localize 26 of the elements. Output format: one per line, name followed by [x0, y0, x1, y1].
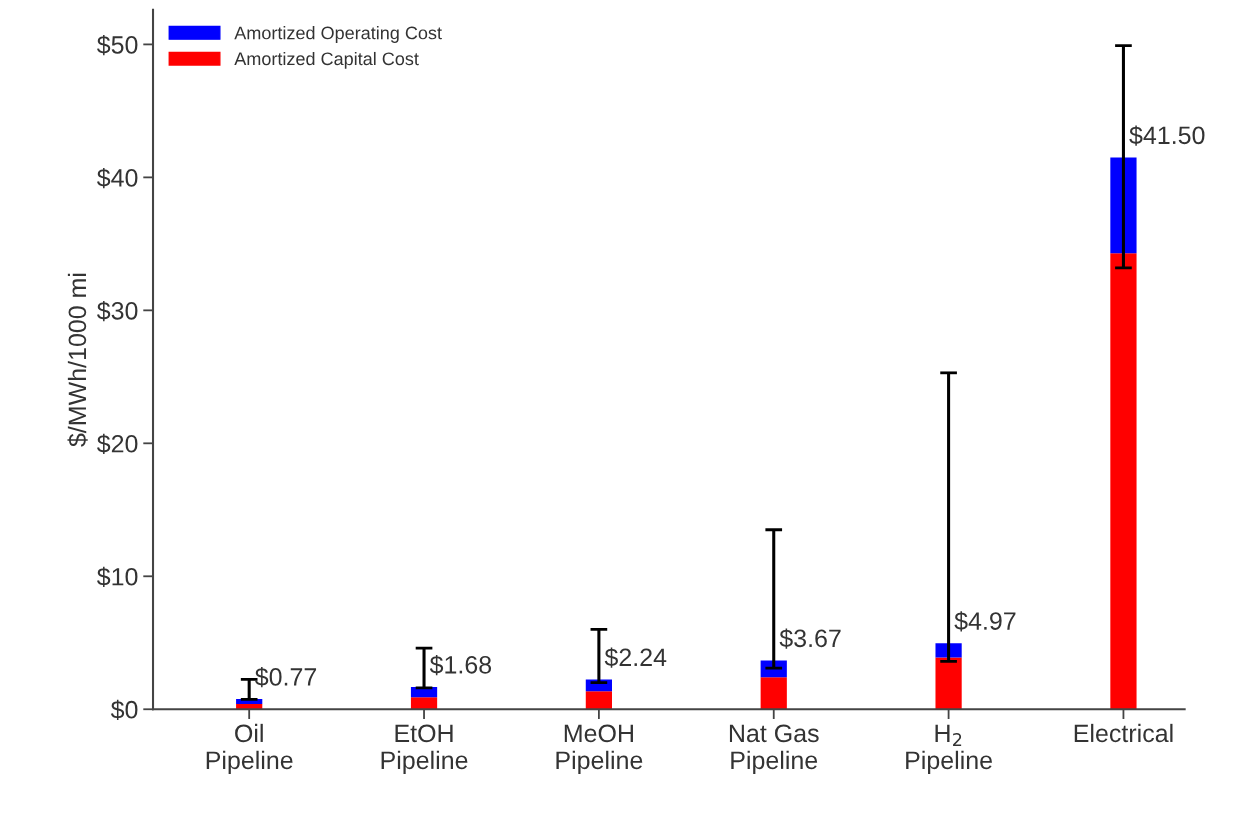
total-label: $41.50 [1129, 125, 1205, 146]
y-tick-label: $0 [110, 699, 138, 721]
bar [935, 657, 962, 710]
x-tick-label: Oil Pipeline [206, 723, 293, 775]
y-tick-label: $40 [97, 167, 138, 189]
x-tick-label: MeOH Pipeline [556, 724, 643, 775]
y-tick-label: $30 [97, 300, 138, 322]
y-tick-label: $20 [97, 433, 138, 455]
total-label: $2.24 [604, 647, 667, 668]
total-label: $3.67 [779, 628, 841, 649]
legend-label: Amortized Operating Cost [234, 26, 442, 43]
y-axis-title: $/MWh/1000 mi [67, 273, 88, 447]
bar [585, 691, 612, 710]
y-tick-label: $10 [97, 566, 138, 588]
total-label: $1.68 [429, 654, 492, 676]
bar [410, 697, 438, 710]
total-label: $0.77 [255, 666, 317, 688]
x-tick-label: Electrical [1074, 723, 1173, 743]
bar [760, 677, 787, 710]
total-label: $4.97 [954, 611, 1016, 632]
legend-label: Amortized Capital Cost [234, 51, 419, 69]
bar [1110, 253, 1137, 710]
x-tick-label: Nat Gas Pipeline [729, 724, 819, 775]
y-tick-label: $50 [97, 34, 138, 56]
x-tick-label: H$_{2}$ Pipeline [906, 724, 992, 775]
x-tick-label: EtOH Pipeline [381, 724, 468, 775]
